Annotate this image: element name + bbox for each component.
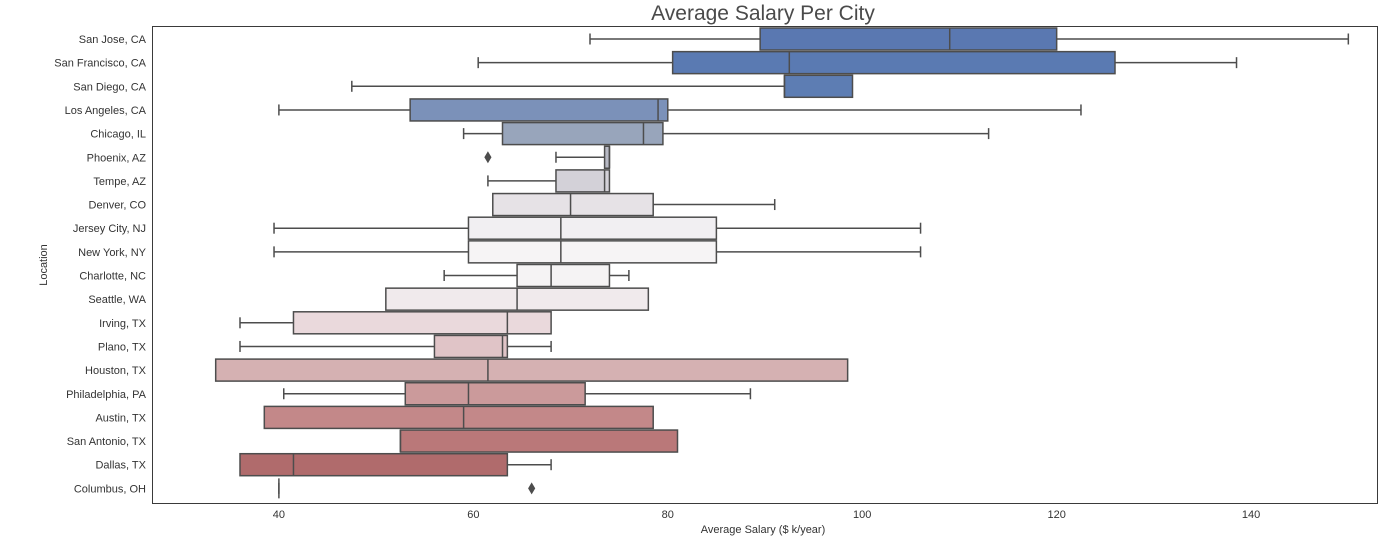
box-charlotte-nc <box>516 263 611 288</box>
y-tick-columbus-oh: Columbus, OH <box>74 483 146 495</box>
box-group-austin-tx <box>263 405 654 430</box>
box-group-los-angeles-ca <box>278 98 1082 122</box>
box-houston-tx <box>214 358 849 382</box>
y-tick-charlotte-nc: Charlotte, NC <box>79 271 146 283</box>
box-group-san-antonio-tx <box>399 429 679 453</box>
box-san-antonio-tx <box>399 429 679 453</box>
box-jersey-city-nj <box>467 216 718 240</box>
y-tick-seattle-wa: Seattle, WA <box>88 294 146 306</box>
x-tick-100: 100 <box>853 509 871 521</box>
chart-title: Average Salary Per City <box>651 2 875 25</box>
boxes-layer <box>214 27 1350 499</box>
box-group-philadelphia-pa <box>283 382 752 406</box>
box-group-san-francisco-ca <box>477 50 1238 75</box>
outlier-columbus-oh-0 <box>528 482 536 495</box>
box-group-tempe-az <box>487 169 611 193</box>
box-plano-tx <box>433 334 509 359</box>
y-tick-jersey-city-nj: Jersey City, NJ <box>73 223 146 235</box>
box-philadelphia-pa <box>404 382 586 406</box>
box-group-irving-tx <box>239 311 552 335</box>
y-tick-san-antonio-tx: San Antonio, TX <box>67 436 147 448</box>
x-tick-60: 60 <box>467 509 479 521</box>
y-tick-dallas-tx: Dallas, TX <box>95 460 146 472</box>
y-tick-san-diego-ca: San Diego, CA <box>73 81 146 93</box>
box-group-dallas-tx <box>239 452 552 477</box>
y-tick-new-york-ny: New York, NY <box>78 247 147 259</box>
y-tick-san-francisco-ca: San Francisco, CA <box>54 58 146 70</box>
y-tick-philadelphia-pa: Philadelphia, PA <box>66 389 147 401</box>
y-tick-austin-tx: Austin, TX <box>95 412 146 424</box>
x-tick-120: 120 <box>1047 509 1065 521</box>
box-group-houston-tx <box>214 358 849 382</box>
box-denver-co <box>492 192 654 217</box>
box-group-charlotte-nc <box>443 263 630 288</box>
box-new-york-ny <box>467 240 718 264</box>
y-tick-phoenix-az: Phoenix, AZ <box>87 152 147 164</box>
box-dallas-tx <box>239 452 509 477</box>
y-tick-plano-tx: Plano, TX <box>98 341 147 353</box>
y-axis-label: Location <box>38 244 50 286</box>
box-los-angeles-ca <box>409 98 669 122</box>
x-axis-label: Average Salary ($ k/year) <box>701 524 826 536</box>
box-group-san-jose-ca <box>589 27 1350 51</box>
y-tick-houston-tx: Houston, TX <box>85 365 147 377</box>
box-austin-tx <box>263 405 654 430</box>
box-san-jose-ca <box>759 27 1058 51</box>
box-group-new-york-ny <box>273 240 922 264</box>
y-tick-irving-tx: Irving, TX <box>99 318 147 330</box>
plot-frame <box>152 26 1378 504</box>
box-group-denver-co <box>492 192 776 217</box>
box-tempe-az <box>555 169 611 193</box>
y-tick-labels: San Jose, CA San Francisco, CA San Diego, … <box>54 34 146 495</box>
box-group-columbus-oh <box>278 478 536 499</box>
box-group-jersey-city-nj <box>273 216 922 240</box>
box-san-francisco-ca <box>671 50 1116 75</box>
y-tick-tempe-az: Tempe, AZ <box>93 176 146 188</box>
y-tick-chicago-il: Chicago, IL <box>90 129 146 141</box>
box-irving-tx <box>292 311 552 335</box>
box-group-chicago-il <box>462 121 990 146</box>
x-tick-40: 40 <box>273 509 285 521</box>
box-group-san-diego-ca <box>351 74 854 99</box>
x-tick-140: 140 <box>1242 509 1260 521</box>
box-group-plano-tx <box>239 334 552 359</box>
y-tick-los-angeles-ca: Los Angeles, CA <box>65 105 147 117</box>
box-san-diego-ca <box>783 74 854 99</box>
box-chicago-il <box>501 121 664 146</box>
y-tick-san-jose-ca: San Jose, CA <box>79 34 147 46</box>
outlier-phoenix-az-0 <box>484 151 492 164</box>
box-group-seattle-wa <box>385 287 650 311</box>
box-group-phoenix-az <box>484 145 611 169</box>
x-tick-80: 80 <box>662 509 674 521</box>
x-tick-labels: 40 60 80 100 120 140 <box>273 509 1261 521</box>
y-tick-denver-co: Denver, CO <box>89 200 147 212</box>
